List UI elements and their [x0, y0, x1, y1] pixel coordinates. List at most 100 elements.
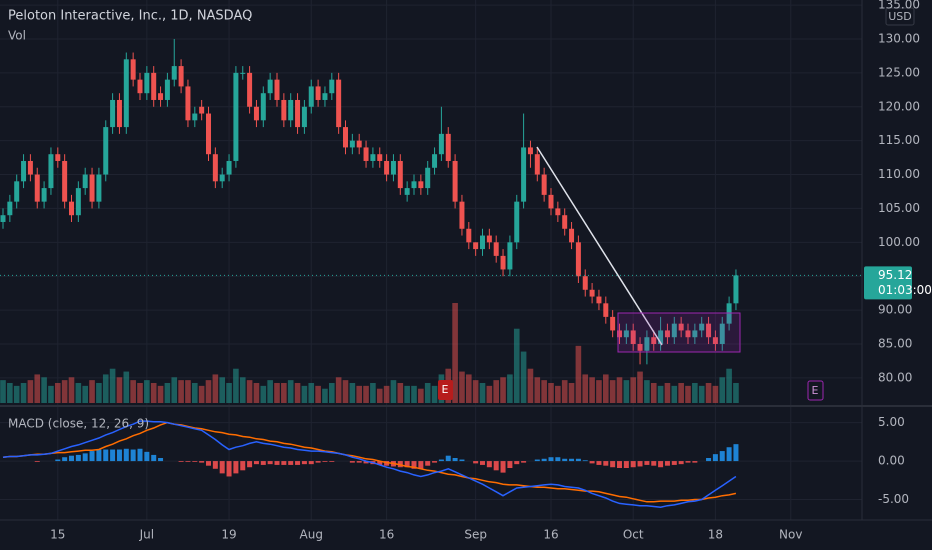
macd-histogram-bar — [55, 459, 61, 462]
candle-body — [390, 160, 396, 175]
candle-body — [7, 201, 13, 216]
y2-tick-label: 0.00 — [878, 454, 905, 468]
macd-histogram-bar — [452, 458, 458, 462]
range-box[interactable] — [617, 312, 741, 353]
volume-bar — [575, 345, 582, 403]
macd-histogram-bar — [363, 461, 369, 464]
macd-histogram-bar — [438, 459, 444, 462]
volume-bar — [164, 383, 171, 403]
candle-body — [55, 154, 61, 161]
volume-bar — [308, 383, 315, 403]
candle-body — [685, 330, 691, 338]
candle-body — [596, 296, 602, 304]
volume-bar — [246, 380, 253, 403]
macd-histogram-bar — [459, 459, 465, 462]
candle-body — [678, 323, 684, 331]
candle-body — [116, 99, 122, 128]
macd-histogram-bar — [658, 461, 664, 468]
volume-bar — [623, 380, 630, 403]
earnings-marker[interactable] — [438, 380, 453, 400]
volume-bar — [493, 380, 499, 403]
volume-bar — [541, 380, 547, 403]
earnings-marker[interactable] — [807, 380, 824, 401]
candle-body — [185, 86, 191, 121]
macd-histogram-bar — [445, 455, 451, 462]
candle-body — [425, 167, 431, 189]
volume-bar — [198, 385, 205, 403]
volume-bar — [616, 377, 623, 403]
candle-body — [637, 343, 643, 351]
candle-body — [336, 79, 342, 128]
volume-bar — [685, 385, 691, 403]
volume-bar — [561, 380, 568, 403]
macd-histogram-bar — [110, 449, 116, 462]
volume-bar — [609, 380, 616, 403]
volume-bar — [157, 385, 164, 403]
x-tick-label: Oct — [623, 528, 644, 542]
candle-body — [527, 147, 533, 155]
volume-bar — [630, 377, 636, 403]
volume-bar — [294, 383, 301, 403]
macd-histogram-bar — [719, 451, 725, 462]
candle-body — [62, 160, 68, 202]
macd-histogram-bar — [377, 461, 383, 465]
candle-body — [630, 330, 636, 344]
x-tick-label: 19 — [221, 528, 236, 542]
trend-line[interactable] — [536, 146, 663, 346]
volume-bar — [411, 385, 417, 403]
macd-histogram-bar — [260, 461, 266, 465]
macd-histogram-bar — [130, 449, 136, 462]
macd-histogram-bar — [199, 461, 205, 463]
macd-histogram-bar — [726, 447, 732, 462]
macd-histogram-bar — [630, 461, 636, 468]
candle-body — [151, 72, 157, 100]
macd-histogram-bar — [644, 461, 650, 465]
volume-bar — [637, 371, 643, 403]
macd-histogram-bar — [541, 458, 547, 462]
currency-box[interactable] — [885, 7, 915, 26]
y-tick-label: 100.00 — [878, 235, 920, 249]
candle-body — [500, 255, 506, 270]
macd-histogram-bar — [247, 461, 253, 468]
volume-bar — [226, 383, 232, 403]
macd-histogram-bar — [617, 461, 622, 468]
candle-body — [617, 330, 622, 338]
volume-bar — [726, 368, 732, 403]
volume-bar — [589, 377, 595, 403]
macd-histogram-bar — [706, 458, 712, 462]
volume-bar — [712, 385, 719, 403]
volume-bar — [397, 383, 404, 403]
macd-histogram-bar — [493, 461, 499, 471]
candle-body — [89, 174, 95, 202]
candle-body — [452, 160, 458, 202]
candle-body — [623, 330, 629, 338]
volume-bar — [130, 380, 136, 403]
volume-bar — [527, 368, 534, 403]
volume-bar — [719, 377, 726, 403]
volume-bar — [500, 377, 506, 403]
candle-body — [432, 154, 438, 168]
candle-body — [27, 160, 33, 175]
macd-histogram-bar — [233, 461, 239, 474]
macd-histogram-bar — [308, 461, 314, 465]
macd-histogram-bar — [62, 457, 68, 462]
volume-bar — [383, 385, 390, 403]
last-price-box — [864, 266, 912, 300]
macd-histogram-bar — [349, 461, 355, 463]
volume-bar — [555, 385, 561, 403]
volume-bar — [68, 377, 75, 403]
volume-bar — [472, 380, 479, 403]
volume-bar — [96, 383, 102, 403]
y-tick-label: 80.00 — [878, 370, 912, 384]
volume-bar — [239, 377, 246, 403]
macd-histogram-bar — [555, 457, 561, 462]
y-tick-label: 130.00 — [878, 31, 920, 45]
x-tick-label: 16 — [543, 528, 558, 542]
candle-body — [267, 79, 273, 94]
candle-body — [212, 154, 218, 182]
x-tick-label: Jul — [139, 528, 154, 542]
volume-bar — [171, 377, 178, 403]
macd-histogram-bar — [315, 461, 321, 463]
x-tick-label: 16 — [379, 528, 394, 542]
volume-label: Vol — [8, 29, 26, 43]
